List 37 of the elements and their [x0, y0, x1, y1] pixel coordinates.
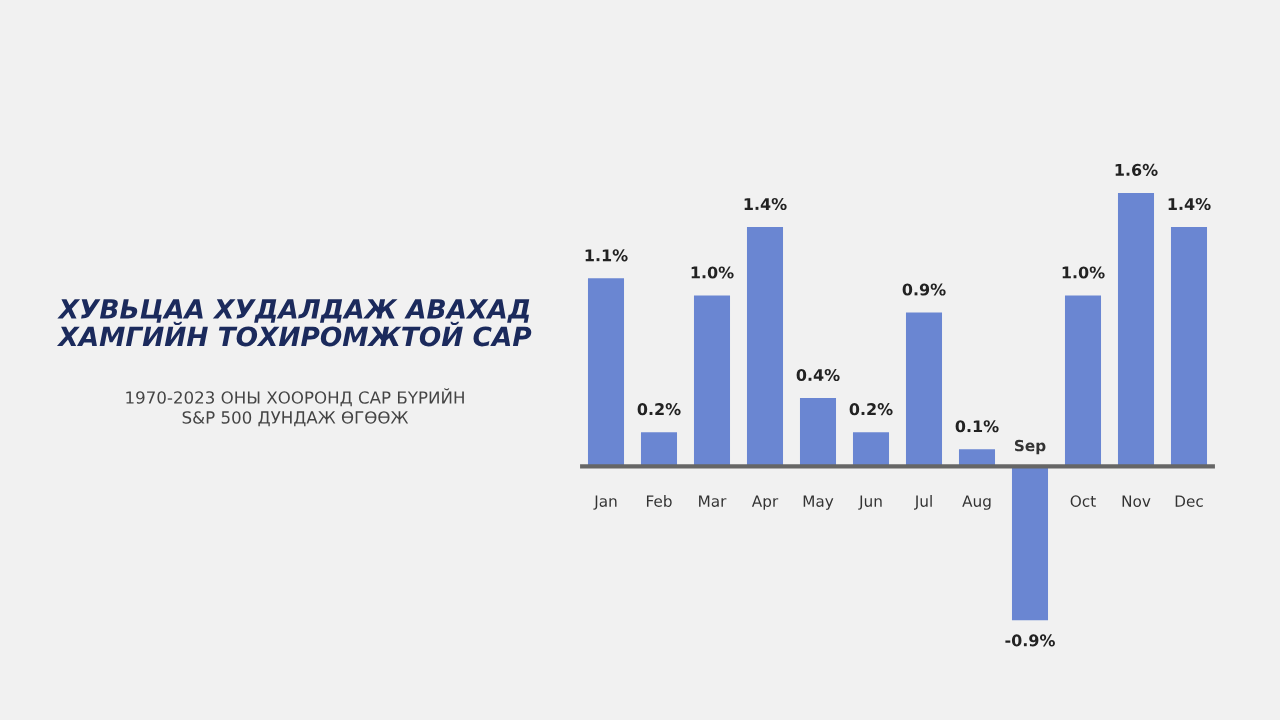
x-tick-label: Jun	[858, 495, 882, 510]
data-label: 1.0%	[1062, 266, 1105, 279]
data-label: -0.9%	[1005, 634, 1055, 647]
text: 1970-2023 ОНЫ ХООРОНД САР БҮРИЙН S&P 500 ДУНДАЖ ӨГӨӨЖ	[126, 388, 464, 427]
x-tick-label: Apr	[751, 495, 779, 510]
bar	[1170, 227, 1208, 467]
data-label: 0.2%	[849, 403, 893, 416]
bar	[587, 278, 625, 467]
data-label: 0.2%	[637, 403, 681, 416]
x-tick-label: May	[803, 495, 834, 510]
x-tick-label: Oct	[1070, 495, 1096, 507]
data-label: 0.9%	[902, 283, 946, 296]
text: ХУВЬЦАА ХУДАЛДАЖ АВАХАД ХАМГИЙН ТОХИРОМЖТОЙ САР	[57, 299, 532, 347]
data-label: 1.0%	[691, 266, 734, 279]
x-tick-label: Aug	[962, 495, 991, 510]
x-tick-label: Dec	[1175, 495, 1203, 507]
bar	[799, 398, 837, 467]
bar	[1011, 466, 1049, 621]
bar	[746, 227, 784, 467]
x-tick-label: Nov	[1122, 495, 1151, 507]
data-label: 1.4%	[744, 198, 787, 211]
x-tick-label: Jan	[593, 495, 617, 510]
x-tick-label: Mar	[699, 495, 727, 507]
data-label: 1.6%	[1115, 163, 1158, 176]
bar	[640, 432, 678, 467]
data-label: 0.1%	[955, 420, 999, 433]
bar	[905, 312, 943, 467]
x-tick-label: Feb	[646, 495, 672, 507]
bar	[1117, 192, 1155, 467]
bar	[693, 295, 731, 467]
data-label: 1.4%	[1168, 198, 1211, 211]
bar	[852, 432, 890, 467]
data-label: 1.1%	[585, 249, 628, 262]
data-label: 0.4%	[796, 368, 840, 382]
x-tick-label: Sep	[1014, 439, 1046, 455]
x-tick-label: Jul	[913, 495, 932, 510]
bar	[1064, 295, 1102, 467]
